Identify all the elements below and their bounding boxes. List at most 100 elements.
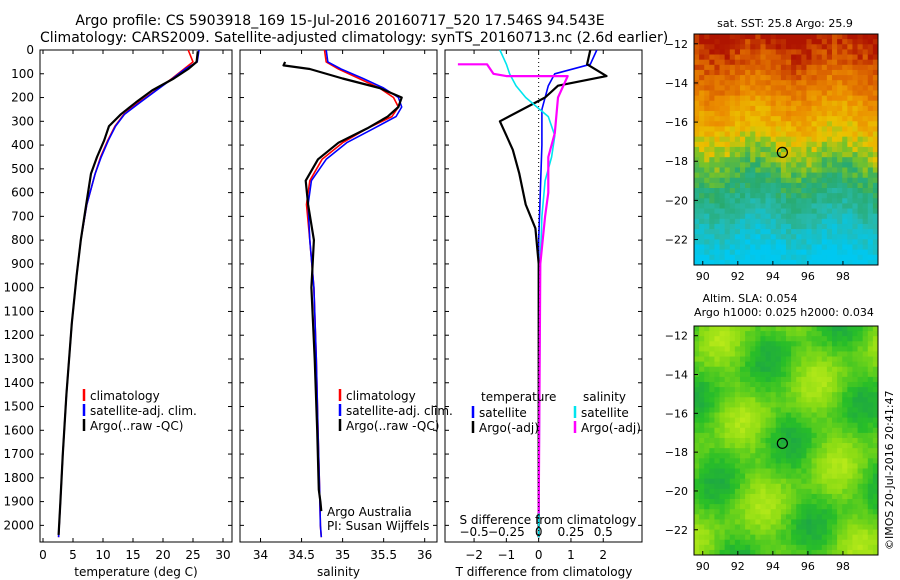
xlabel-t-diff: T difference from climatology xyxy=(455,565,633,579)
ytick-label-1900: 1900 xyxy=(3,495,34,509)
map-xtick-label-sla-map-98: 98 xyxy=(836,560,850,573)
legend-title-salinity: salinity xyxy=(583,390,626,404)
map-ytick-label-sla-map--12: −12 xyxy=(665,330,688,343)
panel-frame-salinity-profile xyxy=(239,49,438,543)
xtick-label-difference-profile--2: −2 xyxy=(465,548,483,562)
ytick-label-1600: 1600 xyxy=(3,423,34,437)
map-sst-map: 90 92 94 96 98 −12 −14 −16 −18 −20 −22 xyxy=(665,33,879,283)
ytick-label-600: 600 xyxy=(11,186,34,200)
xlabel-s-diff: S difference from climatology xyxy=(460,513,637,527)
map-cells-sla-map xyxy=(694,326,879,556)
xtick-label-temperature-profile-30: 30 xyxy=(215,548,230,562)
legend-label-temperature-profile-0: climatology xyxy=(90,389,160,403)
salinity-note-1: PI: Susan Wijffels xyxy=(327,519,429,533)
ytick-label-1700: 1700 xyxy=(3,447,34,461)
xtick-label-difference-profile--1: −1 xyxy=(498,548,516,562)
ytick-label-400: 400 xyxy=(11,138,34,152)
series-difference-profile-temperature-satellite xyxy=(537,49,598,538)
xtick-label-temperature-profile-5: 5 xyxy=(69,548,77,562)
series-salinity-profile-satellite-adj-clim xyxy=(307,49,403,538)
map-xtick-label-sst-map-92: 92 xyxy=(731,270,745,283)
xtick-s-label-2: 0 xyxy=(535,525,543,539)
ytick-label-900: 900 xyxy=(11,257,34,271)
series-salinity-profile-argo-raw-qc xyxy=(282,61,403,512)
xlabel-temperature-profile: temperature (deg C) xyxy=(74,565,197,579)
sst-map-title: sat. SST: 25.8 Argo: 25.9 xyxy=(717,17,853,30)
ytick-label-0: 0 xyxy=(26,43,34,57)
map-frame-sla-map xyxy=(693,325,879,556)
ytick-label-1300: 1300 xyxy=(3,352,34,366)
legend-label-temp-0: satellite xyxy=(479,406,527,420)
ytick-label-1800: 1800 xyxy=(3,471,34,485)
ytick-label-300: 300 xyxy=(11,114,34,128)
sla-map-title-2: Argo h1000: 0.025 h2000: 0.034 xyxy=(694,306,874,319)
map-ytick-label-sla-map--16: −16 xyxy=(665,407,688,420)
sla-map-title-1: Altim. SLA: 0.054 xyxy=(702,292,797,305)
series-difference-profile-temperature-argo-adj xyxy=(498,49,608,538)
map-xtick-label-sla-map-94: 94 xyxy=(766,560,780,573)
ytick-label-200: 200 xyxy=(11,91,34,105)
legend-label-salinity-profile-1: satellite-adj. clim. xyxy=(346,404,453,418)
map-xtick-label-sla-map-96: 96 xyxy=(801,560,815,573)
legend-label-salinity-profile-0: climatology xyxy=(346,389,416,403)
map-sla-map: 90 92 94 96 98 −12 −14 −16 −18 −20 −22 xyxy=(665,325,879,573)
xtick-label-salinity-profile-34: 34 xyxy=(253,548,268,562)
xtick-s-label-0: −0.5 xyxy=(459,525,488,539)
xtick-label-salinity-profile-36: 36 xyxy=(417,548,432,562)
xtick-s-label-3: 0.25 xyxy=(558,525,585,539)
xtick-label-salinity-profile-34.5: 34.5 xyxy=(288,548,315,562)
map-ytick-label-sst-map--14: −14 xyxy=(665,77,688,90)
xlabel-salinity-profile: salinity xyxy=(317,565,360,579)
map-ytick-label-sla-map--14: −14 xyxy=(665,369,688,382)
figure-title-line2: Climatology: CARS2009. Satellite-adjuste… xyxy=(40,30,669,46)
ytick-label-1000: 1000 xyxy=(3,281,34,295)
map-ytick-label-sst-map--16: −16 xyxy=(665,116,688,129)
map-ytick-label-sst-map--22: −22 xyxy=(665,234,688,247)
argo-position-marker-sst-map xyxy=(776,146,788,158)
figure-title-line1: Argo profile: CS 5903918_169 15-Jul-2016… xyxy=(75,13,605,29)
legend-label-temperature-profile-2: Argo(..raw -QC) xyxy=(90,419,183,433)
xtick-label-difference-profile-2: 2 xyxy=(599,548,607,562)
panel-frame-difference-profile xyxy=(444,49,643,543)
series-difference-profile-salinity-argo-adj xyxy=(457,63,569,514)
argo-position-marker-sla-map xyxy=(776,437,788,449)
map-ytick-label-sla-map--20: −20 xyxy=(665,485,688,498)
xtick-s-label-1: −0.25 xyxy=(488,525,525,539)
ytick-label-1100: 1100 xyxy=(3,304,34,318)
ytick-label-1200: 1200 xyxy=(3,328,34,342)
legend-label-temp-1: Argo(-adj) xyxy=(479,421,539,435)
legend-label-salinity-profile-2: Argo(..raw -QC) xyxy=(346,419,439,433)
xtick-label-salinity-profile-35.5: 35.5 xyxy=(370,548,397,562)
legend-label-sal-0: satellite xyxy=(581,406,629,420)
xtick-label-difference-profile-0: 0 xyxy=(535,548,543,562)
legend-label-temperature-profile-1: satellite-adj. clim. xyxy=(90,404,197,418)
map-xtick-label-sla-map-92: 92 xyxy=(731,560,745,573)
series-difference-profile-salinity-satellite xyxy=(499,49,556,538)
xtick-label-temperature-profile-15: 15 xyxy=(125,548,140,562)
map-cells-sst-map xyxy=(694,34,879,266)
xtick-label-salinity-profile-35: 35 xyxy=(335,548,350,562)
xtick-label-temperature-profile-20: 20 xyxy=(155,548,170,562)
map-ytick-label-sst-map--20: −20 xyxy=(665,194,688,207)
map-xtick-label-sla-map-90: 90 xyxy=(696,560,710,573)
ytick-label-2000: 2000 xyxy=(3,518,34,532)
ytick-label-800: 800 xyxy=(11,233,34,247)
xtick-label-temperature-profile-10: 10 xyxy=(95,548,110,562)
legend-label-sal-1: Argo(-adj) xyxy=(581,421,641,435)
series-temperature-profile-argo-raw-qc xyxy=(57,51,199,535)
panel-frame-temperature-profile xyxy=(39,49,233,543)
ytick-label-500: 500 xyxy=(11,162,34,176)
imos-credit: ©IMOS 20-Jul-2016 20:41:47 xyxy=(883,390,896,550)
series-temperature-profile-satellite-adj-clim xyxy=(57,49,200,538)
map-ytick-label-sst-map--12: −12 xyxy=(665,38,688,51)
xtick-label-temperature-profile-0: 0 xyxy=(39,548,47,562)
ytick-label-100: 100 xyxy=(11,67,34,81)
xtick-s-label-4: 0.5 xyxy=(594,525,613,539)
xtick-label-temperature-profile-25: 25 xyxy=(185,548,200,562)
map-ytick-label-sst-map--18: −18 xyxy=(665,155,688,168)
xtick-label-difference-profile-1: 1 xyxy=(567,548,575,562)
map-ytick-label-sla-map--18: −18 xyxy=(665,446,688,459)
map-frame-sst-map xyxy=(693,33,879,266)
ytick-label-700: 700 xyxy=(11,209,34,223)
